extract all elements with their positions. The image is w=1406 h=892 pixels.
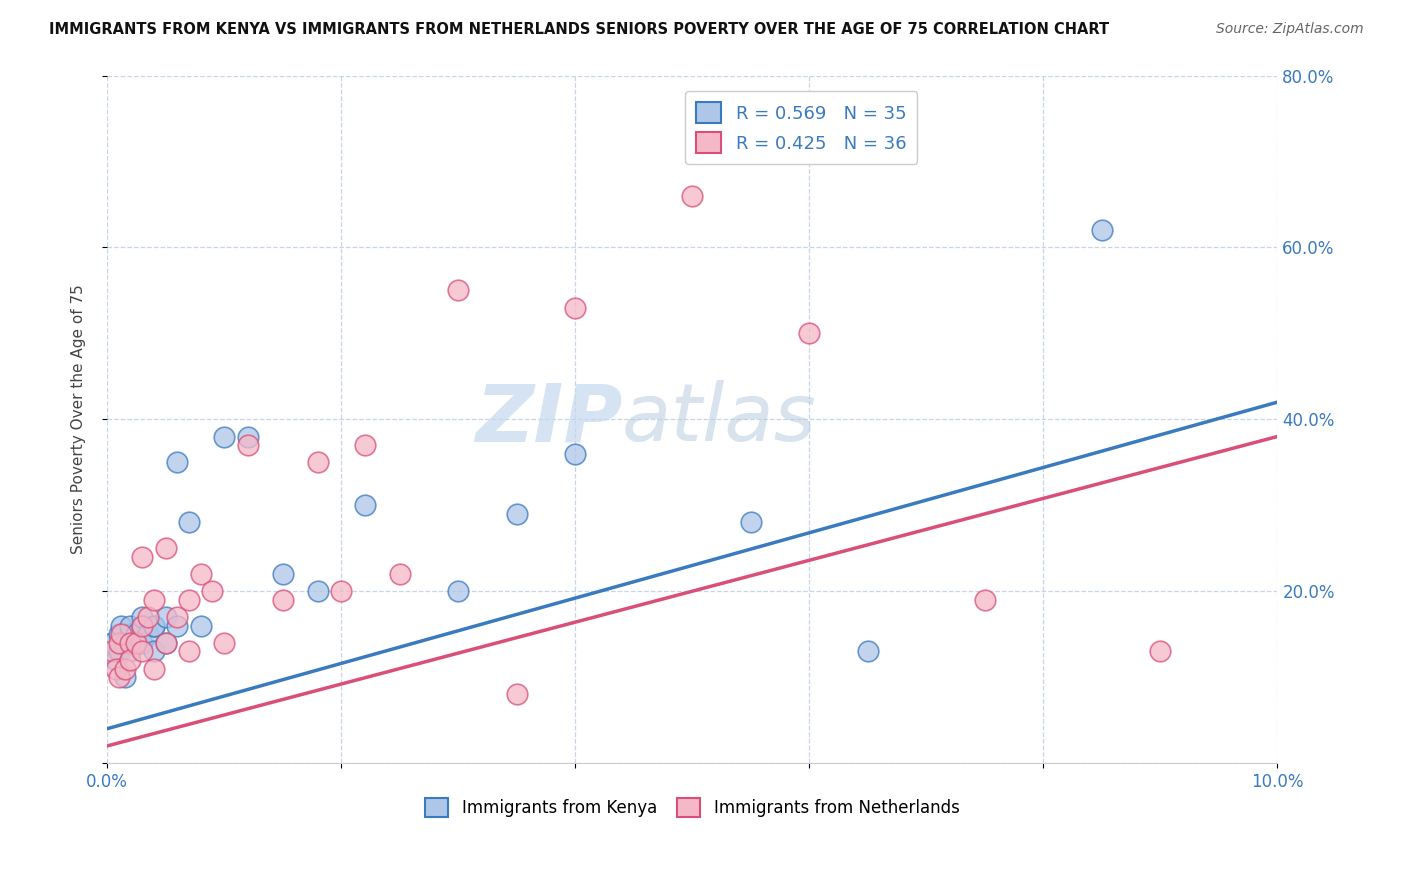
Point — [271, 567, 294, 582]
Point — [131, 549, 153, 564]
Point — [740, 516, 762, 530]
Point — [125, 627, 148, 641]
Point — [505, 687, 527, 701]
Point — [190, 618, 212, 632]
Point — [114, 670, 136, 684]
Point — [114, 662, 136, 676]
Point — [447, 584, 470, 599]
Point — [136, 627, 159, 641]
Point — [120, 644, 142, 658]
Point — [681, 189, 703, 203]
Point — [353, 438, 375, 452]
Point — [353, 498, 375, 512]
Point — [166, 610, 188, 624]
Point — [166, 618, 188, 632]
Point — [131, 618, 153, 632]
Point — [973, 592, 995, 607]
Text: IMMIGRANTS FROM KENYA VS IMMIGRANTS FROM NETHERLANDS SENIORS POVERTY OVER THE AG: IMMIGRANTS FROM KENYA VS IMMIGRANTS FROM… — [49, 22, 1109, 37]
Point — [120, 618, 142, 632]
Point — [388, 567, 411, 582]
Point — [201, 584, 224, 599]
Point — [107, 670, 129, 684]
Point — [155, 636, 177, 650]
Point — [105, 662, 128, 676]
Y-axis label: Seniors Poverty Over the Age of 75: Seniors Poverty Over the Age of 75 — [72, 285, 86, 554]
Point — [142, 662, 165, 676]
Point — [447, 284, 470, 298]
Point — [142, 618, 165, 632]
Point — [142, 618, 165, 632]
Point — [236, 429, 259, 443]
Point — [856, 644, 879, 658]
Point — [155, 541, 177, 556]
Point — [131, 636, 153, 650]
Point — [236, 438, 259, 452]
Point — [107, 636, 129, 650]
Point — [177, 644, 200, 658]
Point — [107, 644, 129, 658]
Point — [1149, 644, 1171, 658]
Point — [131, 610, 153, 624]
Point — [177, 592, 200, 607]
Point — [120, 627, 142, 641]
Text: Source: ZipAtlas.com: Source: ZipAtlas.com — [1216, 22, 1364, 37]
Point — [307, 584, 329, 599]
Point — [177, 516, 200, 530]
Point — [110, 627, 132, 641]
Point — [136, 610, 159, 624]
Point — [142, 644, 165, 658]
Point — [125, 636, 148, 650]
Point — [212, 429, 235, 443]
Point — [131, 618, 153, 632]
Point — [155, 610, 177, 624]
Point — [107, 627, 129, 641]
Point — [564, 447, 586, 461]
Point — [271, 592, 294, 607]
Point — [110, 618, 132, 632]
Point — [166, 455, 188, 469]
Legend: Immigrants from Kenya, Immigrants from Netherlands: Immigrants from Kenya, Immigrants from N… — [419, 791, 966, 823]
Point — [142, 592, 165, 607]
Point — [100, 644, 122, 658]
Point — [131, 644, 153, 658]
Point — [120, 653, 142, 667]
Point — [155, 636, 177, 650]
Point — [564, 301, 586, 315]
Point — [100, 636, 122, 650]
Point — [307, 455, 329, 469]
Point — [799, 326, 821, 341]
Point — [120, 636, 142, 650]
Text: ZIP: ZIP — [475, 380, 621, 458]
Point — [1091, 223, 1114, 237]
Point — [330, 584, 353, 599]
Point — [114, 636, 136, 650]
Point — [105, 653, 128, 667]
Point — [212, 636, 235, 650]
Text: atlas: atlas — [621, 380, 817, 458]
Point — [505, 507, 527, 521]
Point — [190, 567, 212, 582]
